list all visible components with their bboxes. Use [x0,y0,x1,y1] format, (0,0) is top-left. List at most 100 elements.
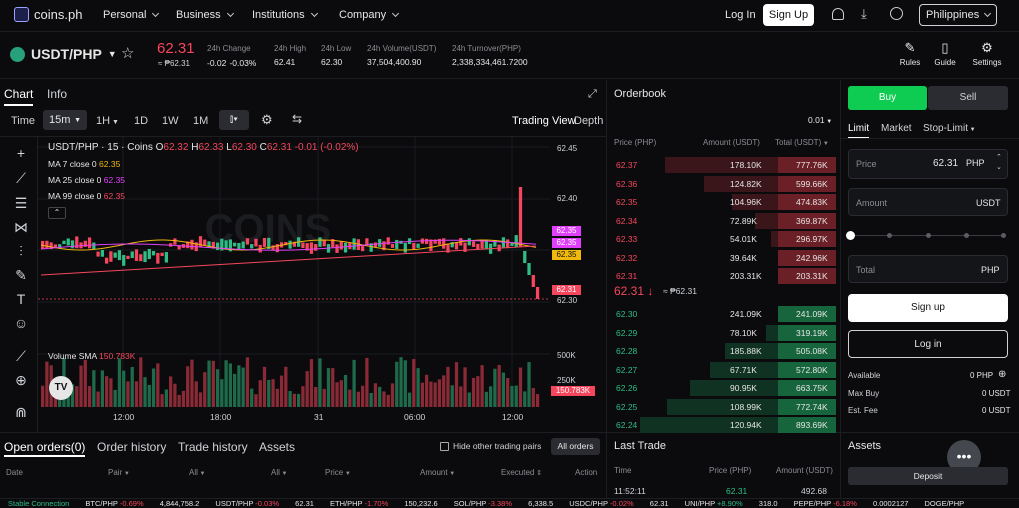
order-type-market[interactable]: Market [881,123,912,134]
footer-item[interactable]: DOGE/PHP [924,499,965,508]
footer-item[interactable]: PEPE/PHP -6.18% 0.0002127 [793,499,909,508]
interval-1w[interactable]: 1W [162,115,179,127]
ask-row[interactable]: 62.37 178.10K 777.76K [610,157,836,173]
signup-trade-button[interactable]: Sign up [848,294,1008,322]
precision-select[interactable]: 0.01 ▼ [808,115,833,125]
brush-icon[interactable]: ✎ [15,267,27,283]
interval-1h[interactable]: 1H ▼ [96,115,119,127]
col-amount[interactable]: Amount ▼ [420,468,456,477]
candle-type-button[interactable]: ⫾▾ [219,110,249,130]
order-type-limit[interactable]: Limit [848,123,870,139]
col-pair[interactable]: Pair ▼ [108,468,130,477]
ask-row[interactable]: 62.33 54.01K 296.97K [610,231,836,247]
tab-info[interactable]: Info [47,87,68,101]
bid-row[interactable]: 62.29 78.10K 319.19K [610,324,836,341]
footer-item[interactable]: UNI/PHP +8.90% 318.0 [684,499,778,508]
bid-row[interactable]: 62.24 120.94K 893.69K [610,417,836,433]
col-side[interactable]: All ▼ [189,468,206,477]
interval-15m[interactable]: 15m ▼ [43,110,87,130]
bid-row[interactable]: 62.28 185.88K 505.08K [610,343,836,359]
download-icon[interactable]: ⤓ [861,6,867,21]
footer-item[interactable]: BTC/PHP -0.69% 4,844,758.2 [85,499,200,508]
chevron-down-icon [392,9,400,18]
ob-header-total[interactable]: Total (USDT) ▼ [775,138,829,147]
emoji-icon[interactable]: ☺ [13,315,29,331]
sell-tab[interactable]: Sell [928,86,1008,110]
interval-1d[interactable]: 1D [134,115,149,127]
ruler-icon[interactable]: ⟋ [16,348,26,364]
globe-icon[interactable] [890,7,903,20]
pair-selector[interactable]: USDT/PHP ▼ [31,46,117,62]
collapse-legend-button[interactable]: ⌃ [48,207,66,219]
tab-open-orders[interactable]: Open orders(0) [4,440,86,457]
amount-input[interactable]: Amount USDT [848,188,1008,216]
ob-price: 62.26 [616,383,638,393]
ask-row[interactable]: 62.36 124.82K 599.66K [610,175,836,192]
bid-row[interactable]: 62.30 241.09K 241.09K [610,306,836,322]
col-price[interactable]: Price ▼ [325,468,351,477]
stepper-icon[interactable]: ⌃ ⌄ [996,154,1002,171]
trendline-icon[interactable]: ⟋ [16,170,26,186]
footer-item[interactable]: ETH/PHP -1.70% 150,232.6 [330,499,438,508]
price-chart[interactable]: COINS [38,137,550,427]
slider-handle[interactable] [846,231,855,240]
guide-button[interactable]: ▯ Guide [932,40,958,67]
col-type[interactable]: All ▼ [271,468,288,477]
ask-row[interactable]: 62.34 72.89K 369.87K [610,212,836,229]
depth-tab[interactable]: Depth [574,115,604,127]
ask-row[interactable]: 62.32 39.64K 242.96K [610,249,836,266]
horizontal-lines-icon[interactable]: ☰ [14,195,28,211]
bid-row[interactable]: 62.27 67.71K 572.80K [610,361,836,378]
tab-chart[interactable]: Chart [4,87,34,106]
y-axis-label: 62.30 [557,296,578,305]
footer-item[interactable]: USDC/PHP -0.02% 62.31 [569,499,669,508]
volume-bar [105,376,109,407]
chart-settings-icon[interactable]: ⚙ [261,112,273,127]
tradingview-logo[interactable]: TV [49,376,73,400]
nav-personal[interactable]: Personal [103,9,160,21]
settings-button[interactable]: ⚙ Settings [969,40,1005,67]
favorite-star-icon[interactable]: ☆ [121,45,135,62]
ask-row[interactable]: 62.31 203.31K 203.31K [610,268,836,284]
price-input[interactable]: Price 62.31 PHP ⌃ ⌄ [848,149,1008,179]
add-funds-icon[interactable]: ⊕ [998,369,1007,380]
signup-button[interactable]: Sign Up [763,4,814,26]
login-trade-button[interactable]: Log in [848,330,1008,358]
fib-tool-icon[interactable]: ⫶ [19,243,23,259]
tab-trade-history[interactable]: Trade history [178,440,248,454]
tab-assets[interactable]: Assets [259,440,296,454]
tab-order-history[interactable]: Order history [97,440,167,454]
footer-item[interactable]: USDT/PHP -0.03% 62.31 [215,499,314,508]
deposit-button[interactable]: Deposit [848,467,1008,485]
all-orders-button[interactable]: All orders [551,438,600,455]
magnet-icon[interactable]: ⋒ [15,404,27,420]
footer-item[interactable]: SOL/PHP -3.38% 6,338.5 [453,499,554,508]
col-executed[interactable]: Executed ⇕ [501,468,543,477]
zoom-in-icon[interactable]: ⊕ [15,372,27,388]
nav-business[interactable]: Business [176,9,234,21]
login-link[interactable]: Log In [725,9,756,21]
total-input[interactable]: Total PHP [848,255,1008,283]
pattern-icon[interactable]: ⋈ [14,219,28,235]
indicators-icon[interactable]: ⇆ [292,112,303,126]
hide-other-pairs-checkbox[interactable]: Hide other trading pairs [440,441,541,451]
logo[interactable]: coins.ph [14,7,82,22]
nav-company[interactable]: Company [339,9,400,21]
buy-tab[interactable]: Buy [848,86,927,110]
total-highlight [778,249,836,266]
rules-button[interactable]: ✎ Rules [897,40,923,67]
order-type-stop-limit[interactable]: Stop-Limit ▼ [923,123,976,134]
support-icon[interactable] [832,8,844,20]
fullscreen-icon[interactable]: ⤢ [588,88,597,100]
nav-institutions[interactable]: Institutions [252,9,318,21]
bid-row[interactable]: 62.25 108.99K 772.74K [610,398,836,415]
crosshair-icon[interactable]: + [16,145,26,161]
amount-slider[interactable] [846,231,1006,240]
text-tool-icon[interactable]: T [16,291,26,307]
trading-view-tab[interactable]: Trading View [512,115,576,127]
ask-row[interactable]: 62.35 104.96K 474.83K [610,194,836,210]
region-select[interactable]: Philippines [919,4,997,26]
volume-bar [450,385,454,407]
bid-row[interactable]: 62.26 90.95K 663.75K [610,380,836,396]
interval-1m[interactable]: 1M [193,115,209,127]
